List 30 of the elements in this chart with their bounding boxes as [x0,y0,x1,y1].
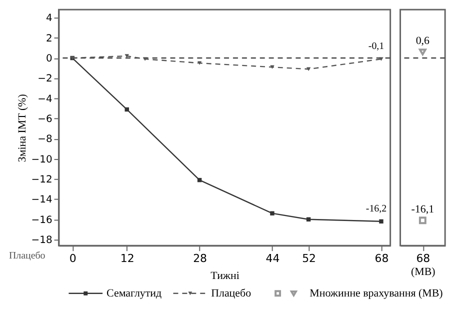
text: Плацебо [8,250,46,262]
y-tick-label: −14 [31,194,52,206]
data-label: -16,2 [366,203,387,214]
x-tick-label: 68 [374,252,389,266]
y-tick-label: −10 [31,154,52,166]
legend-label: Плацебо [211,287,252,300]
y-tick-label: 4 [46,13,52,24]
x-tick-label: 52 [302,252,316,266]
y-tick-label: 2 [46,33,52,44]
x-axis-title: (МВ) [411,266,436,278]
y-tick-label: −12 [31,174,52,186]
x-tick-label: 12 [120,252,134,266]
x-tick-label: 44 [266,252,280,266]
y-tick-label: −16 [31,214,52,226]
y-tick-label: −18 [31,235,52,246]
x-tick-label: 0 [69,252,76,266]
y-axis-title: Зміна ІМТ (%) [16,94,28,162]
legend-label: Множинне врахування (МВ) [310,287,444,300]
data-label: -16,1 [411,203,434,216]
y-tick-label: −6 [38,114,52,126]
y-tick-label: −2 [38,74,52,85]
data-label: -0,1 [368,41,384,52]
y-tick-label: −8 [38,134,52,146]
data-label: 0,6 [416,35,430,48]
y-tick-label: 0 [46,54,52,65]
y-tick-label: −4 [38,94,52,105]
x-axis-title: Тижні [210,270,240,282]
x-tick-label: 28 [193,252,208,266]
legend-label: Семаглутид [106,287,162,300]
x-tick-label: 68 [416,252,430,266]
